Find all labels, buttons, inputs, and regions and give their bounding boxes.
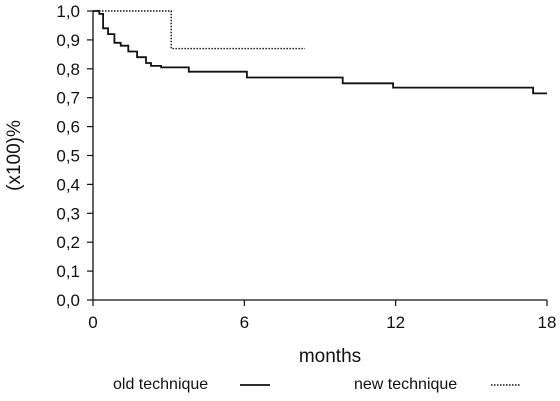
- y-tick-label: 0,7: [56, 89, 80, 108]
- y-tick-label: 0,4: [56, 175, 80, 194]
- x-tick-label: 18: [538, 313, 557, 332]
- y-tick-label: 0,3: [56, 204, 80, 223]
- legend-label-new-technique: new technique: [354, 376, 457, 393]
- x-axis-title: months: [299, 346, 361, 367]
- x-axis-ticks: 0 6 12 18: [88, 300, 556, 332]
- y-tick-label: 1,0: [56, 2, 80, 21]
- x-tick-label: 12: [386, 313, 405, 332]
- y-axis-title: (x100)%: [4, 120, 25, 191]
- y-tick-label: 0,1: [56, 262, 80, 281]
- y-tick-label: 0,2: [56, 233, 80, 252]
- x-tick-label: 0: [88, 313, 97, 332]
- y-tick-label: 0,9: [56, 31, 80, 50]
- y-tick-label: 0,5: [56, 147, 80, 166]
- series-line-new-technique: [93, 10, 305, 50]
- y-tick-label: 0,0: [56, 291, 80, 310]
- series-layer: [93, 10, 547, 95]
- legend: old technique new technique: [113, 376, 521, 393]
- series-line-old-technique: [93, 10, 547, 95]
- x-tick-label: 6: [240, 313, 249, 332]
- y-tick-label: 0,8: [56, 60, 80, 79]
- legend-label-old-technique: old technique: [113, 376, 208, 393]
- y-tick-label: 0,6: [56, 118, 80, 137]
- y-axis-ticks: 0,0 0,1 0,2 0,3 0,4 0,5 0,6 0,7 0,8 0,9 1,0: [56, 2, 93, 310]
